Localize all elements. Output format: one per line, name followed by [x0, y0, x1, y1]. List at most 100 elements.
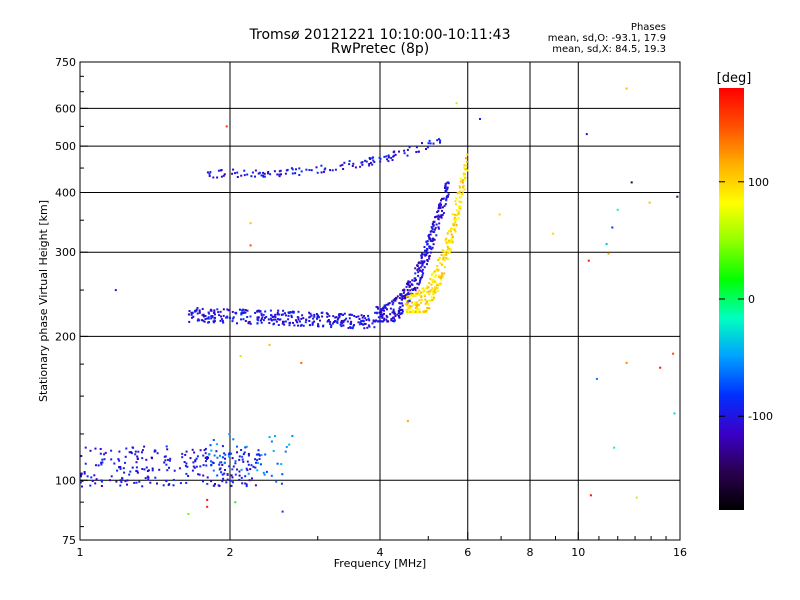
data-point [400, 302, 403, 305]
data-point [195, 308, 198, 311]
data-point [435, 223, 438, 226]
data-point [363, 315, 365, 317]
chart-subtitle: RwPretec (8p) [330, 41, 430, 57]
data-point [256, 322, 259, 325]
data-point [445, 249, 448, 252]
data-point [432, 298, 435, 301]
data-point [339, 323, 342, 326]
data-point [353, 324, 355, 326]
data-point [438, 256, 441, 259]
data-point [435, 274, 437, 277]
data-point [336, 320, 339, 323]
data-point [254, 458, 257, 461]
data-point [459, 207, 462, 210]
data-point [425, 300, 428, 303]
data-point [187, 475, 190, 477]
data-point [240, 309, 243, 312]
data-point [457, 216, 460, 219]
data-point [311, 323, 314, 326]
data-point [247, 321, 250, 324]
data-point [194, 310, 197, 313]
data-point [167, 484, 170, 486]
data-point [188, 310, 191, 312]
data-point [464, 176, 467, 179]
data-point [386, 316, 389, 318]
data-point [625, 361, 628, 364]
data-point [415, 309, 418, 312]
data-point [461, 190, 464, 193]
data-point [238, 478, 241, 481]
data-point [260, 313, 263, 316]
data-point [295, 168, 297, 171]
data-point [91, 480, 94, 483]
data-point [246, 469, 249, 472]
data-point [207, 453, 210, 456]
data-point [321, 311, 324, 314]
data-point [126, 479, 129, 482]
data-point [424, 254, 427, 257]
data-point [430, 283, 433, 286]
data-point [251, 477, 253, 480]
data-point [401, 304, 404, 307]
phases-title: Phases [630, 22, 666, 33]
data-point [408, 146, 411, 149]
data-point [371, 163, 374, 166]
data-point [357, 321, 360, 324]
data-point [414, 279, 417, 281]
data-point [407, 280, 410, 283]
data-point [291, 435, 294, 437]
data-point [391, 159, 394, 161]
data-point [435, 284, 438, 287]
data-point [372, 159, 375, 162]
data-point [405, 285, 408, 288]
data-point [329, 323, 331, 326]
data-point [220, 315, 222, 318]
data-point [461, 181, 464, 184]
data-point [375, 319, 378, 322]
data-point [432, 238, 435, 241]
data-point [204, 460, 207, 463]
data-point [258, 171, 261, 174]
data-point [236, 322, 238, 325]
data-point [278, 175, 281, 178]
data-point [300, 317, 303, 320]
data-point [443, 266, 446, 269]
data-point [231, 481, 234, 484]
data-point [220, 471, 223, 474]
data-point [322, 325, 324, 328]
data-point [380, 308, 383, 311]
data-point [291, 172, 294, 175]
data-point [436, 290, 439, 292]
data-point [407, 293, 410, 296]
data-point [270, 318, 273, 321]
data-point [392, 316, 395, 319]
data-point [386, 308, 388, 311]
data-point [343, 161, 346, 164]
data-point [210, 449, 213, 452]
data-point [270, 314, 273, 317]
data-point [262, 319, 265, 322]
data-point [454, 200, 457, 203]
data-point [277, 309, 280, 312]
data-point [420, 260, 423, 263]
data-point [151, 467, 154, 470]
data-point [402, 297, 405, 300]
data-point [141, 485, 144, 488]
data-point [458, 192, 461, 195]
data-point [219, 454, 221, 457]
data-point [465, 157, 467, 160]
data-point [225, 481, 228, 484]
data-point [423, 246, 426, 248]
data-point [263, 172, 266, 175]
data-point [431, 288, 434, 291]
data-point [445, 191, 448, 193]
data-point [271, 316, 274, 318]
data-point [393, 297, 396, 300]
data-point [292, 321, 294, 324]
data-point [131, 466, 134, 469]
x-tick-label: 1 [77, 546, 84, 559]
data-point [361, 163, 364, 166]
data-point [257, 172, 260, 175]
data-point [445, 241, 448, 244]
data-point [389, 313, 392, 316]
